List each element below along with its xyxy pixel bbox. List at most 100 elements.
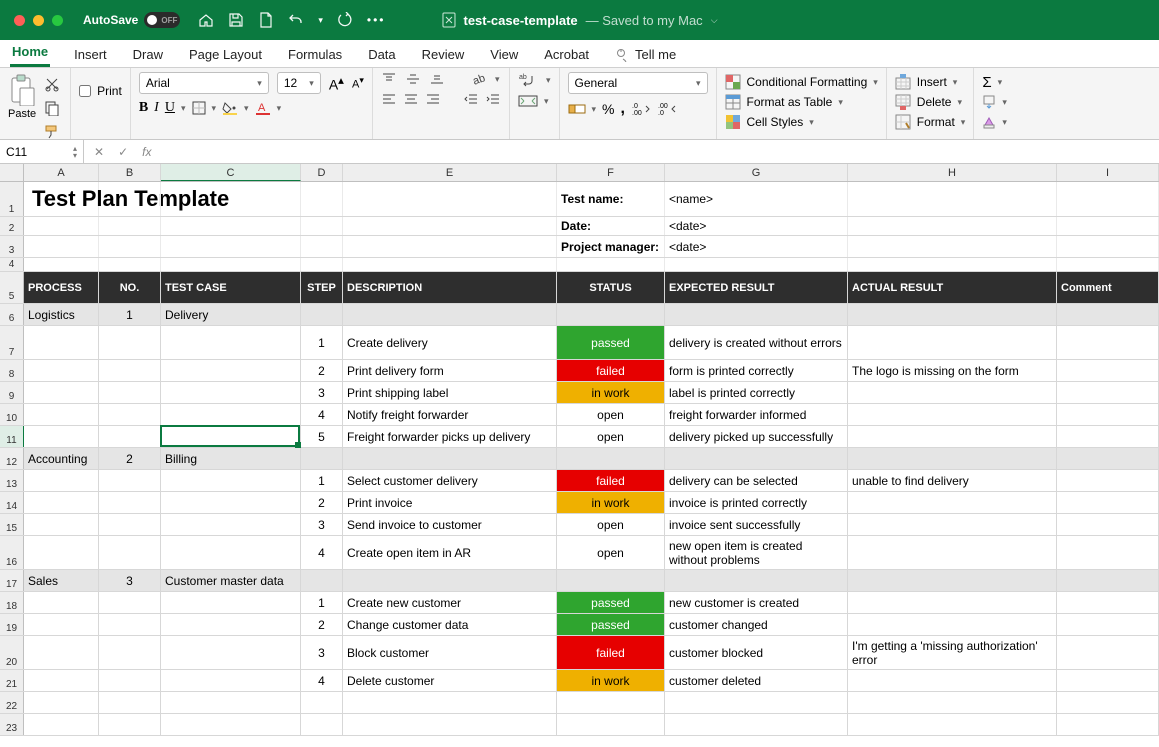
file-icon[interactable] [258, 12, 274, 28]
cell[interactable] [99, 714, 161, 735]
table-header[interactable]: EXPECTED RESULT [665, 272, 848, 303]
tab-page-layout[interactable]: Page Layout [187, 42, 264, 67]
step-description[interactable]: Notify freight forwarder [343, 404, 557, 425]
actual-result[interactable]: The logo is missing on the form [848, 360, 1057, 381]
cell[interactable] [161, 636, 301, 669]
cell[interactable] [24, 470, 99, 491]
step-description[interactable]: Freight forwarder picks up delivery [343, 426, 557, 447]
cell[interactable] [161, 670, 301, 691]
expected-result[interactable]: delivery is created without errors [665, 326, 848, 359]
step-no[interactable]: 5 [301, 426, 343, 447]
cell[interactable] [557, 714, 665, 735]
cell[interactable] [161, 536, 301, 569]
spreadsheet-grid[interactable]: ABCDEFGHI 1Test Plan TemplateTest name:<… [0, 164, 1159, 736]
cell[interactable] [343, 692, 557, 713]
cell[interactable] [161, 326, 301, 359]
step-description[interactable]: Print delivery form [343, 360, 557, 381]
cell[interactable] [161, 217, 301, 235]
row-header[interactable]: 11 [0, 426, 24, 447]
cell[interactable] [99, 326, 161, 359]
table-header[interactable]: PROCESS [24, 272, 99, 303]
cell[interactable] [161, 470, 301, 491]
cell[interactable] [1057, 670, 1159, 691]
row-header[interactable]: 14 [0, 492, 24, 513]
merge-icon[interactable] [518, 94, 538, 108]
cell[interactable] [161, 692, 301, 713]
cell[interactable] [1057, 304, 1159, 325]
step-no[interactable]: 4 [301, 404, 343, 425]
column-header-B[interactable]: B [99, 164, 161, 181]
row-header[interactable]: 2 [0, 217, 24, 235]
align-middle-icon[interactable] [405, 72, 421, 86]
cell[interactable] [557, 570, 665, 591]
step-no[interactable]: 3 [301, 514, 343, 535]
cell[interactable] [848, 570, 1057, 591]
actual-result[interactable]: I'm getting a 'missing authorization' er… [848, 636, 1057, 669]
cell[interactable] [557, 304, 665, 325]
status-cell[interactable]: open [557, 514, 665, 535]
cell[interactable] [1057, 636, 1159, 669]
status-cell[interactable]: in work [557, 492, 665, 513]
status-cell[interactable]: passed [557, 614, 665, 635]
cell[interactable] [1057, 360, 1159, 381]
cell[interactable] [665, 448, 848, 469]
font-color-icon[interactable]: A [255, 101, 271, 115]
cell[interactable] [343, 217, 557, 235]
align-right-icon[interactable] [425, 92, 441, 106]
cell[interactable] [99, 536, 161, 569]
step-no[interactable]: 4 [301, 536, 343, 569]
cancel-formula-icon[interactable]: ✕ [94, 145, 104, 159]
actual-result[interactable] [848, 382, 1057, 403]
cell[interactable] [1057, 448, 1159, 469]
cell[interactable] [1057, 514, 1159, 535]
cell[interactable] [1057, 692, 1159, 713]
title-chevron-down-icon[interactable]: ⌵ [711, 15, 718, 26]
status-cell[interactable]: open [557, 426, 665, 447]
meta-value[interactable]: <date> [665, 217, 848, 235]
cell[interactable] [301, 258, 343, 271]
process-no[interactable]: 1 [99, 304, 161, 325]
cell[interactable] [99, 382, 161, 403]
cell[interactable] [848, 217, 1057, 235]
expected-result[interactable]: delivery picked up successfully [665, 426, 848, 447]
cell[interactable] [343, 714, 557, 735]
cell[interactable] [24, 514, 99, 535]
row-header[interactable]: 4 [0, 258, 24, 271]
cell[interactable] [161, 714, 301, 735]
document-title[interactable]: test-case-template — Saved to my Mac ⌵ [441, 12, 717, 28]
step-no[interactable]: 2 [301, 360, 343, 381]
step-description[interactable]: Select customer delivery [343, 470, 557, 491]
meta-label[interactable]: Date: [557, 217, 665, 235]
cell[interactable] [24, 636, 99, 669]
cell[interactable] [161, 426, 301, 447]
page-title[interactable]: Test Plan Template [24, 182, 99, 216]
step-description[interactable]: Change customer data [343, 614, 557, 635]
accounting-format-icon[interactable] [568, 102, 586, 116]
cell[interactable] [848, 182, 1057, 216]
cell[interactable] [1057, 470, 1159, 491]
column-header-G[interactable]: G [665, 164, 848, 181]
step-no[interactable]: 2 [301, 614, 343, 635]
close-window-button[interactable] [14, 15, 25, 26]
undo-icon[interactable] [288, 12, 304, 28]
cell[interactable] [1057, 236, 1159, 257]
wrap-text-icon[interactable]: ab [518, 72, 538, 88]
step-no[interactable]: 1 [301, 326, 343, 359]
row-header[interactable]: 19 [0, 614, 24, 635]
tab-formulas[interactable]: Formulas [286, 42, 344, 67]
column-header-F[interactable]: F [557, 164, 665, 181]
cell[interactable] [1057, 382, 1159, 403]
cell[interactable] [848, 714, 1057, 735]
minimize-window-button[interactable] [33, 15, 44, 26]
step-description[interactable]: Delete customer [343, 670, 557, 691]
step-no[interactable]: 2 [301, 492, 343, 513]
column-header-C[interactable]: C [161, 164, 301, 181]
cell[interactable] [24, 492, 99, 513]
row-header[interactable]: 22 [0, 692, 24, 713]
row-header[interactable]: 3 [0, 236, 24, 257]
cell[interactable] [301, 714, 343, 735]
decrease-indent-icon[interactable] [463, 92, 479, 106]
meta-value[interactable]: <name> [665, 182, 848, 216]
expected-result[interactable]: label is printed correctly [665, 382, 848, 403]
fill-color-icon[interactable] [222, 101, 238, 115]
